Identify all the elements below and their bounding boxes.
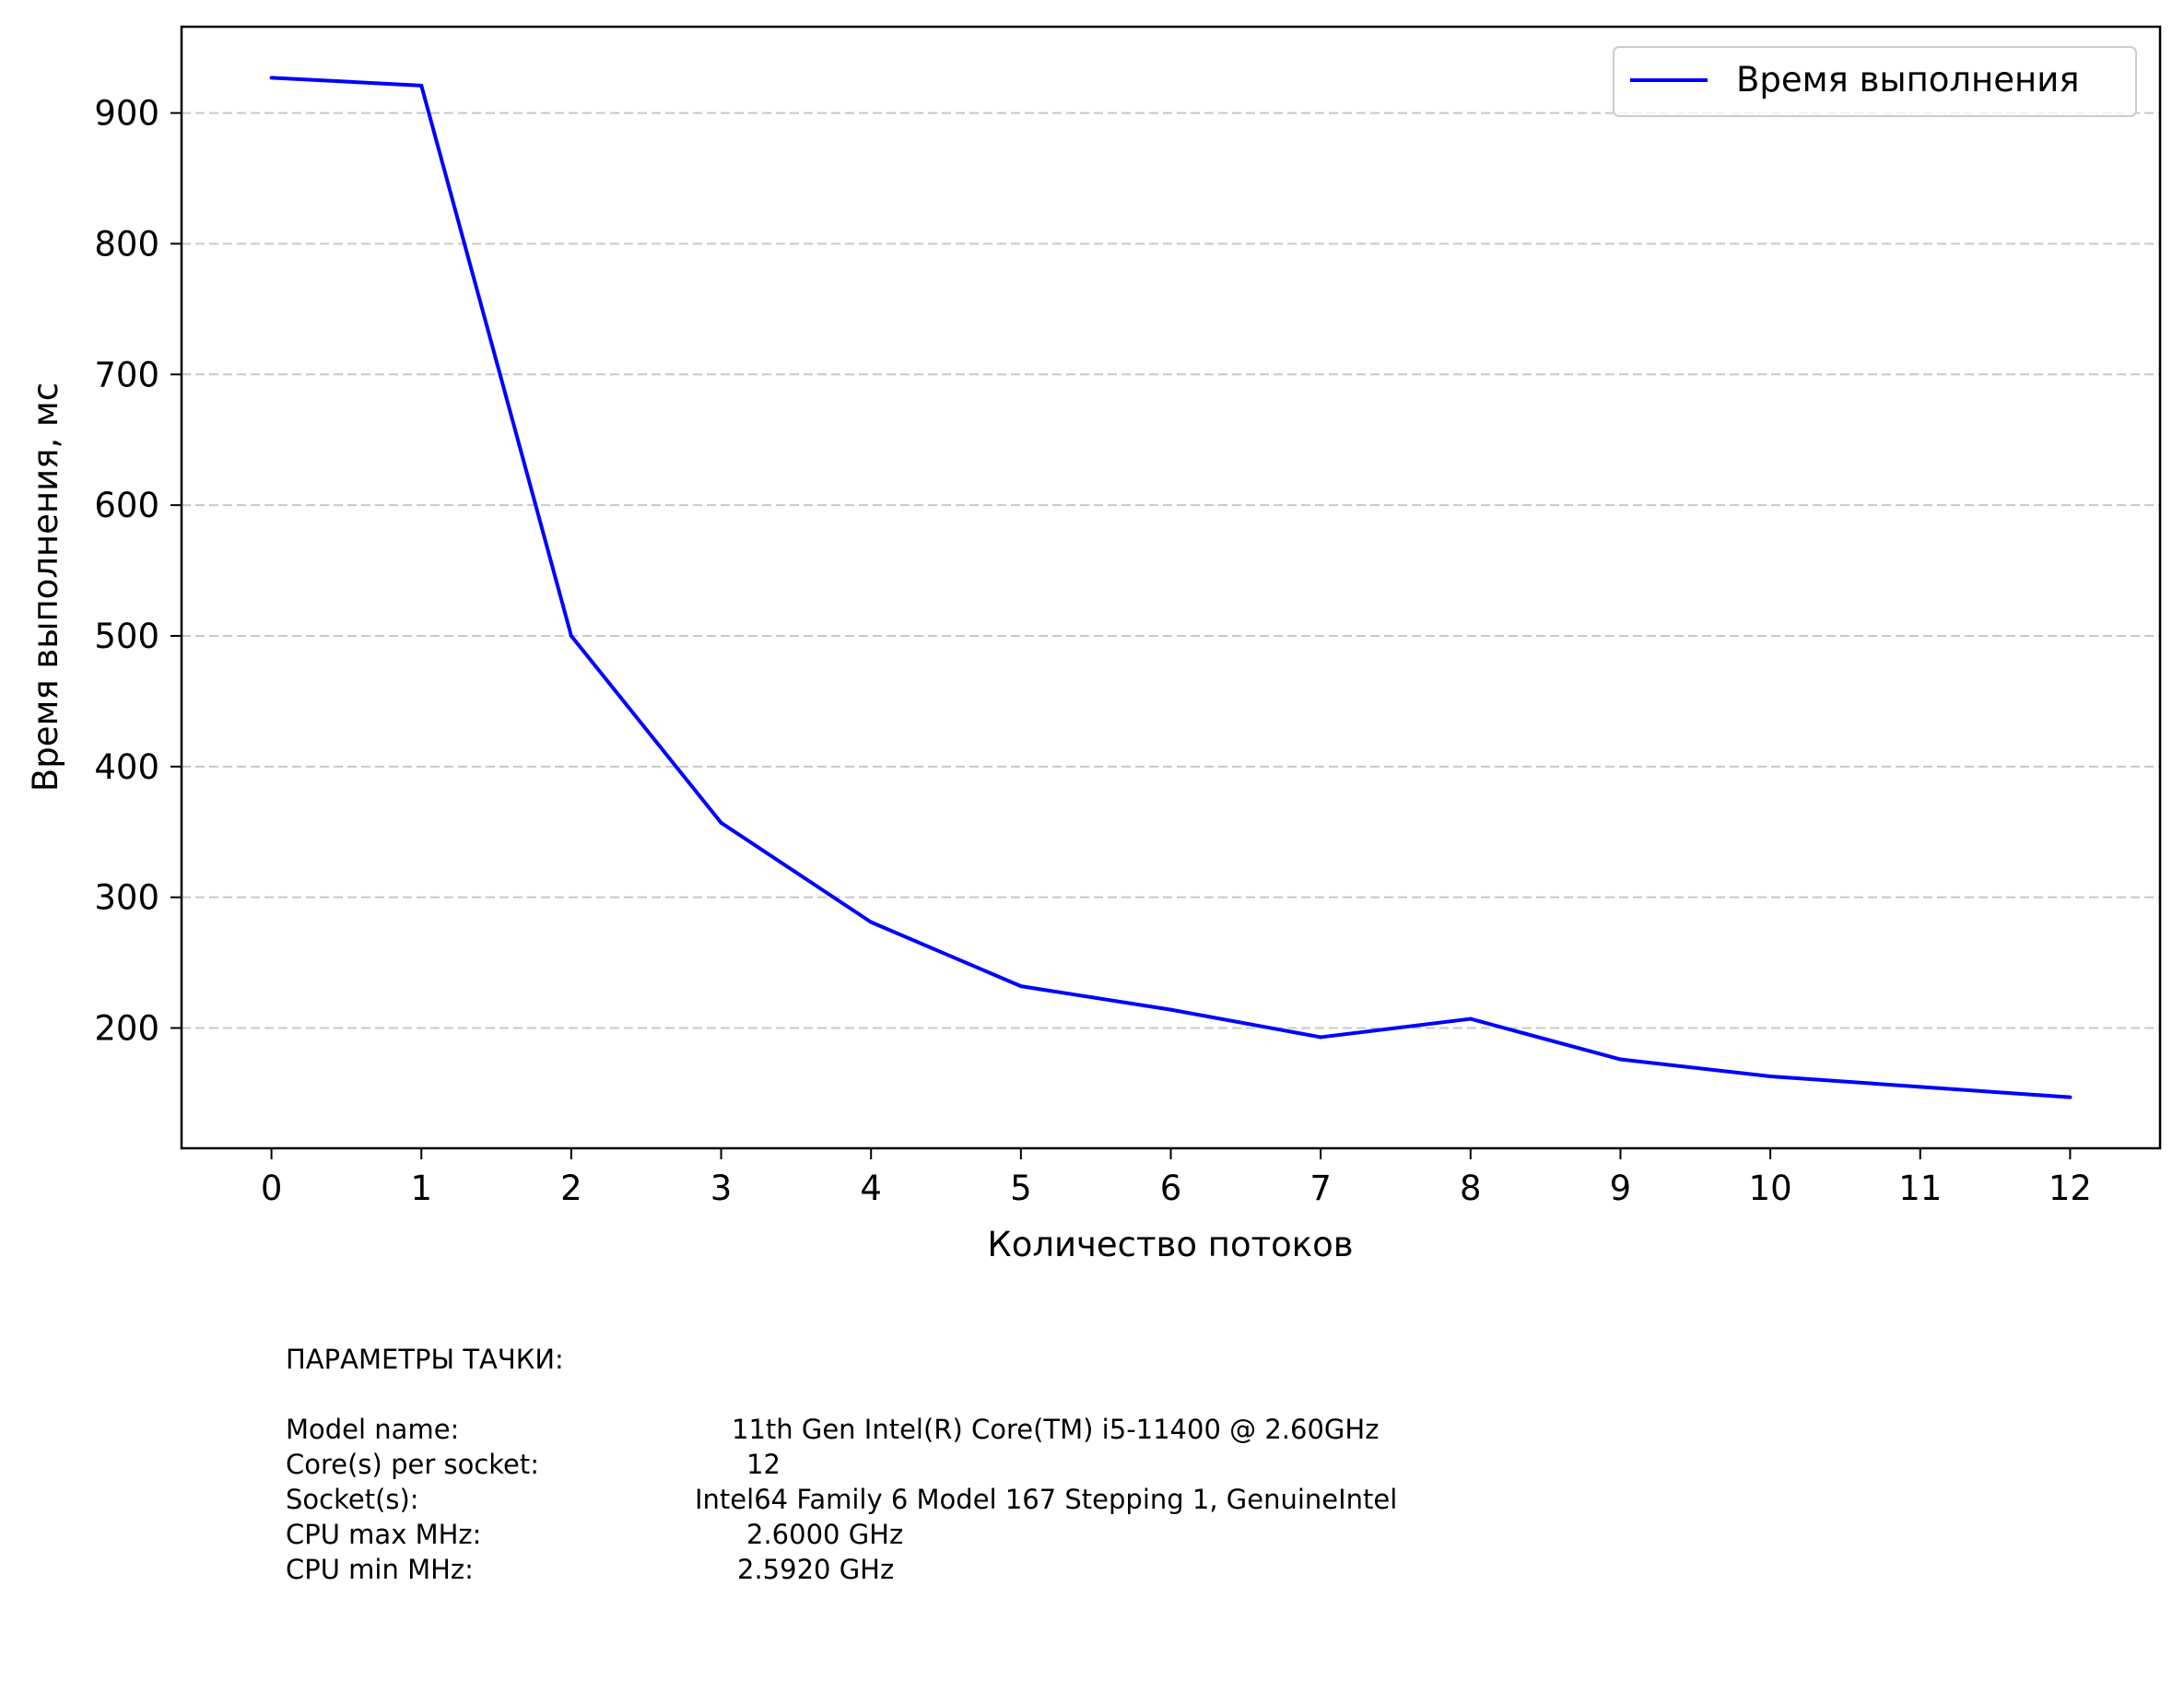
data-point: [1618, 1057, 1623, 1062]
spec-row-sockets: Socket(s): Intel64 Family 6 Model 167 St…: [286, 1482, 1397, 1517]
x-tick-label: 6: [1160, 1169, 1182, 1208]
data-point: [869, 920, 874, 924]
spec-value: 12: [746, 1449, 781, 1480]
x-tick-label: 4: [860, 1169, 882, 1208]
x-tick-label: 8: [1460, 1169, 1482, 1208]
y-tick-label: 900: [94, 94, 159, 134]
spec-row-cpu-max-mhz: CPU max MHz: 2.6000 GHz: [286, 1517, 903, 1552]
legend-box: [1613, 46, 2137, 117]
data-point: [1468, 1016, 1473, 1021]
data-point: [569, 633, 573, 638]
x-tick-label: 3: [710, 1169, 733, 1208]
x-tick-label: 5: [1010, 1169, 1032, 1208]
x-tick-label: 12: [2049, 1169, 2092, 1208]
data-point: [1168, 1007, 1173, 1012]
y-tick-label: 800: [94, 224, 159, 264]
spec-label: CPU min MHz:: [286, 1554, 474, 1585]
x-tick-label: 9: [1610, 1169, 1632, 1208]
data-point: [419, 83, 424, 88]
x-tick-label: 10: [1749, 1169, 1792, 1208]
spec-value: 11th Gen Intel(R) Core(TM) i5-11400 @ 2.…: [732, 1414, 1380, 1445]
series-line: [271, 76, 2071, 1099]
y-tick-label: 400: [94, 747, 159, 787]
spec-value: 2.6000 GHz: [746, 1519, 904, 1550]
series-layer: [269, 76, 2072, 1099]
y-tick-label: 700: [94, 355, 159, 394]
spec-value: 2.5920 GHz: [737, 1554, 895, 1585]
y-tick-label: 600: [94, 486, 159, 525]
line-chart: 0 1 2 3 4 5 6 7 8 9 10 11 12 20030040050060070080090…: [26, 25, 2162, 1264]
data-point: [2068, 1095, 2072, 1099]
machine-specs: ПАРАМЕТРЫ ТАЧКИ: Model name: 11th Gen In…: [286, 1342, 1397, 1587]
y-tick-label: 200: [94, 1009, 159, 1049]
y-axis-ticks: 200 300 400 500 600 700 800 900: [94, 94, 182, 1049]
spec-label: CPU max MHz:: [286, 1519, 482, 1550]
spec-value: Intel64 Family 6 Model 167 Stepping 1, G…: [695, 1484, 1398, 1515]
spec-label: Model name:: [286, 1414, 460, 1445]
y-tick-label: 500: [94, 617, 159, 656]
data-point: [269, 76, 274, 80]
data-point: [1319, 1035, 1323, 1040]
y-axis-label: Время выполнения, мс: [26, 382, 65, 792]
spec-row-cpu-min-mhz: CPU min MHz: 2.5920 GHz: [286, 1552, 894, 1587]
spec-row-cores-per-socket: Core(s) per socket: 12: [286, 1447, 781, 1482]
specs-heading: ПАРАМЕТРЫ ТАЧКИ:: [286, 1344, 564, 1375]
plot-frame: [180, 25, 2162, 1150]
spec-label: Socket(s):: [286, 1484, 419, 1515]
x-tick-label: 0: [261, 1169, 283, 1208]
x-tick-label: 1: [410, 1169, 432, 1208]
x-axis-ticks: 0 1 2 3 4 5 6 7 8 9 10 11 12: [261, 1148, 2092, 1208]
legend-label: Время выполнения: [1736, 60, 2080, 100]
x-tick-label: 11: [1898, 1169, 1942, 1208]
data-point: [1918, 1085, 1922, 1089]
data-point: [719, 820, 723, 825]
legend: Время выполнения: [1613, 46, 2137, 117]
specs-spacer: [286, 1377, 564, 1412]
x-axis-label: Количество потоков: [987, 1225, 1353, 1264]
x-tick-label: 7: [1309, 1169, 1332, 1208]
data-point: [1018, 984, 1023, 989]
y-tick-label: 300: [94, 878, 159, 918]
data-point: [1768, 1074, 1773, 1078]
grid-lines: [182, 112, 2160, 1029]
spec-row-model-name: Model name: 11th Gen Intel(R) Core(TM) i…: [286, 1412, 1379, 1447]
x-tick-label: 2: [560, 1169, 582, 1208]
spec-label: Core(s) per socket:: [286, 1449, 540, 1480]
